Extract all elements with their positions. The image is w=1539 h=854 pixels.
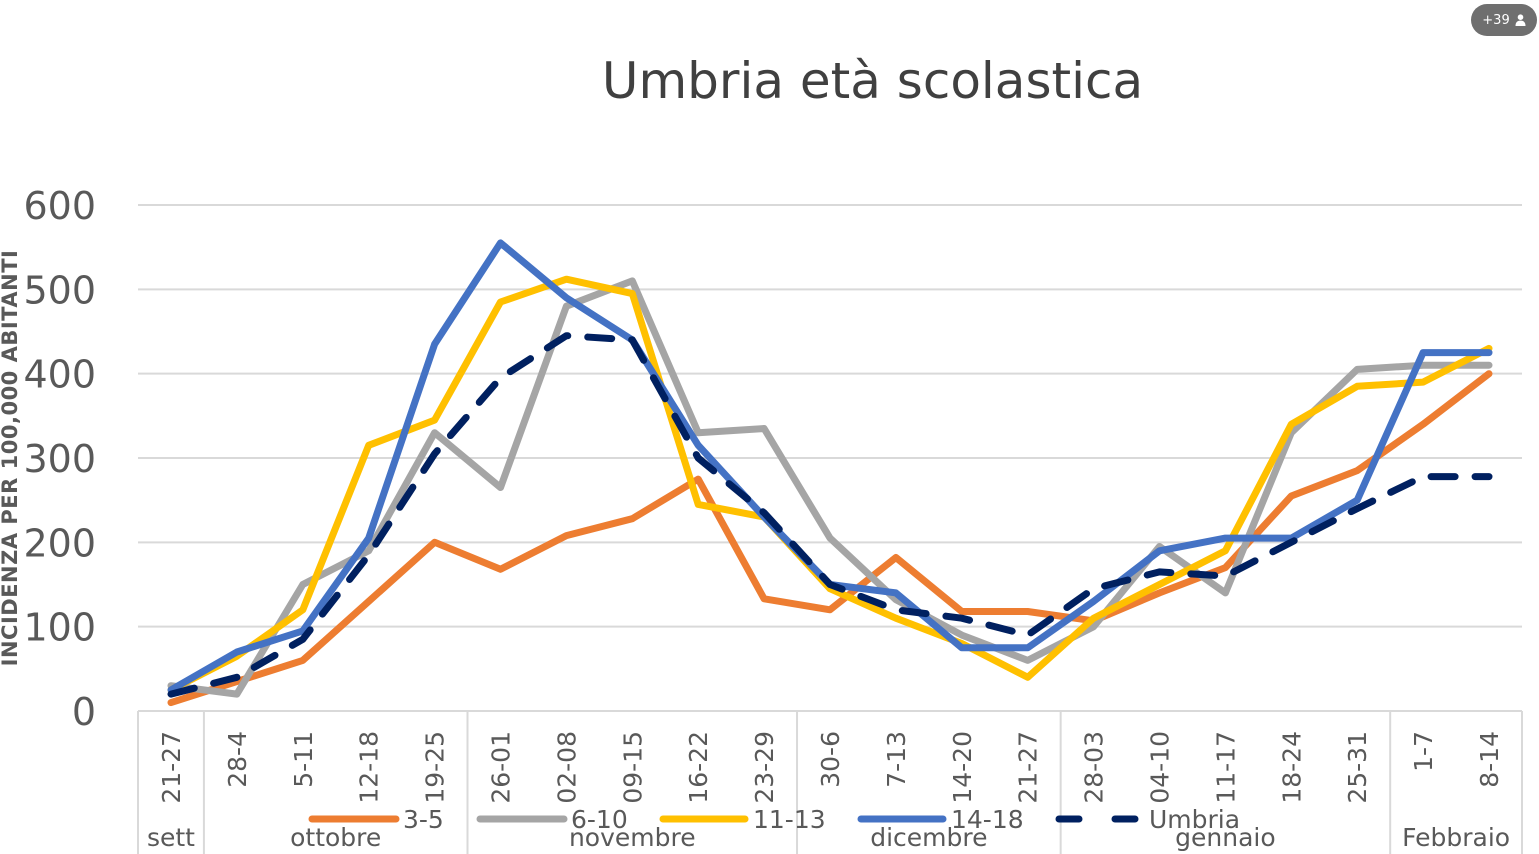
y-tick-label: 400 — [23, 353, 96, 397]
month-label: dicembre — [870, 823, 987, 852]
legend-label: 14-18 — [951, 805, 1024, 834]
x-tick-label: 26-01 — [486, 731, 515, 804]
x-tick-label: 8-14 — [1475, 731, 1504, 788]
series-line-14-18 — [167, 239, 1493, 694]
x-tick-label: 28-4 — [223, 731, 252, 788]
y-tick-label: 0 — [72, 690, 96, 734]
x-tick-label: 09-15 — [618, 731, 647, 804]
y-axis-ticks: 0 100 200 300 400 500 600 — [23, 184, 96, 734]
x-tick-label: 28-03 — [1080, 731, 1109, 804]
y-tick-label: 100 — [23, 606, 96, 650]
x-tick-label: 1-7 — [1409, 731, 1438, 772]
month-label: novembre — [569, 823, 696, 852]
y-tick-label: 500 — [23, 268, 96, 312]
x-tick-label: 5-11 — [289, 731, 318, 788]
x-tick-label: 14-20 — [948, 731, 977, 804]
x-tick-label: 21-27 — [157, 731, 186, 804]
x-tick-label: 23-29 — [750, 731, 779, 804]
x-axis: 21-27 28-4 5-11 12-18 19-25 26-01 02-08 09-15 16… — [137, 710, 1523, 854]
y-tick-label: 300 — [23, 437, 96, 481]
month-label: gennaio — [1175, 823, 1276, 852]
series-line-3-5 — [167, 370, 1493, 707]
gridlines — [138, 204, 1522, 712]
x-tick-label: 25-31 — [1343, 731, 1372, 804]
chart-title: Umbria età scolastica — [601, 52, 1144, 110]
x-tick-label: 21-27 — [1014, 731, 1043, 804]
legend-label: 3-5 — [403, 805, 444, 834]
legend: 3-5 6-10 11-13 14-18 Umbria — [308, 805, 1240, 834]
participants-count: +39 — [1482, 12, 1510, 28]
series-line-umbria — [167, 332, 1493, 698]
person-icon — [1515, 14, 1526, 26]
x-tick-label: 04-10 — [1146, 731, 1175, 804]
x-tick-label: 30-6 — [816, 731, 845, 788]
y-tick-label: 600 — [23, 184, 96, 228]
x-tick-label: 12-18 — [355, 731, 384, 804]
x-tick-label: 19-25 — [421, 731, 450, 804]
month-label: Febbraio — [1402, 823, 1510, 852]
legend-label: 11-13 — [753, 805, 826, 834]
series-line-11-13 — [167, 275, 1493, 694]
x-tick-label: 11-17 — [1211, 731, 1240, 804]
legend-label: 6-10 — [571, 805, 628, 834]
participants-badge[interactable]: +39 — [1471, 4, 1537, 36]
x-tick-label: 16-22 — [684, 731, 713, 804]
y-tick-label: 200 — [23, 521, 96, 565]
x-tick-label: 7-13 — [882, 731, 911, 788]
month-label: ottobre — [290, 823, 381, 852]
legend-label: Umbria — [1149, 805, 1240, 834]
series-lines — [167, 239, 1493, 707]
month-label: sett — [147, 823, 195, 852]
x-tick-label: 18-24 — [1277, 731, 1306, 804]
x-tick-label: 02-08 — [552, 731, 581, 804]
series-line-6-10 — [167, 277, 1493, 698]
